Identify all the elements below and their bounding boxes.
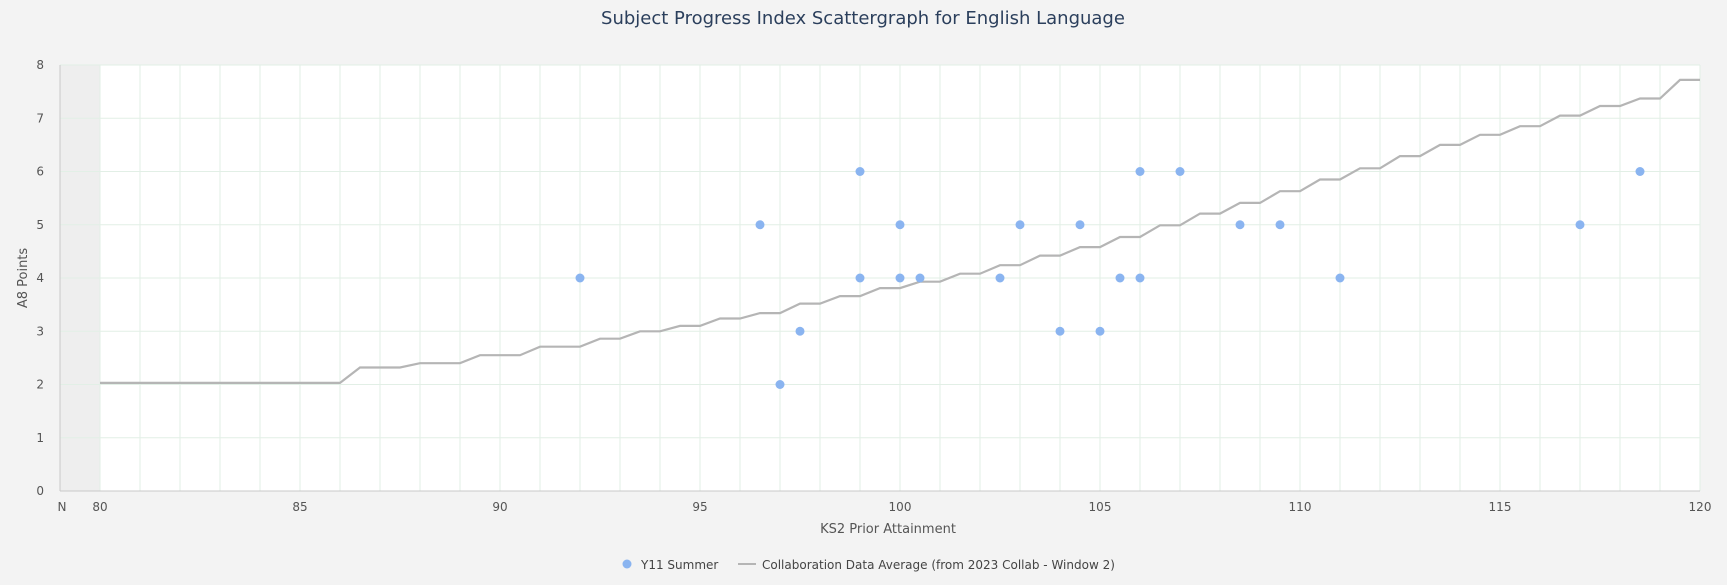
student-point[interactable] <box>1635 167 1645 176</box>
grid <box>60 64 1701 492</box>
student-point[interactable] <box>755 220 765 230</box>
x-tick-label: 105 <box>1089 500 1112 514</box>
legend: Y11 Summer Collaboration Data Average (f… <box>622 558 1115 572</box>
x-tick-label: 90 <box>492 500 507 514</box>
y-tick-label: 5 <box>36 218 44 232</box>
student-point[interactable] <box>1275 220 1285 230</box>
x-tick-label: 110 <box>1289 500 1312 514</box>
student-point[interactable] <box>795 326 805 336</box>
student-point[interactable] <box>895 273 905 283</box>
student-point[interactable] <box>1075 220 1085 230</box>
student-point[interactable] <box>855 167 865 176</box>
student-point[interactable] <box>1015 220 1025 230</box>
legend-label-collaboration-average: Collaboration Data Average (from 2023 Co… <box>762 558 1115 572</box>
y-tick-label: 8 <box>36 58 44 72</box>
student-point[interactable] <box>775 380 785 389</box>
y-tick-label: 0 <box>36 484 44 498</box>
x-tick-label: 120 <box>1689 500 1712 514</box>
student-point[interactable] <box>915 273 925 283</box>
y-axis-label: A8 Points <box>16 248 31 309</box>
x-axis-label: KS2 Prior Attainment <box>820 522 956 537</box>
chart-title: Subject Progress Index Scattergraph for … <box>601 8 1125 29</box>
student-point[interactable] <box>895 220 905 230</box>
student-point[interactable] <box>855 273 865 283</box>
student-point[interactable] <box>1175 167 1185 176</box>
student-point[interactable] <box>995 273 1005 283</box>
student-point[interactable] <box>1235 220 1245 230</box>
y-tick-label: 7 <box>36 111 44 125</box>
legend-marker-y11-summer <box>622 559 632 569</box>
student-point[interactable] <box>1335 273 1345 283</box>
student-point[interactable] <box>575 273 585 283</box>
average-line-layer <box>100 78 1700 384</box>
x-tick-label: 115 <box>1489 500 1512 514</box>
x-tick-label: 95 <box>692 500 707 514</box>
y-tick-label: 6 <box>36 165 44 179</box>
x-tick-label-category: N <box>58 500 67 514</box>
y-tick-label: 4 <box>36 271 44 285</box>
x-tick-label: 85 <box>292 500 307 514</box>
student-point[interactable] <box>1575 220 1585 230</box>
x-tick-label: 100 <box>889 500 912 514</box>
legend-item-collaboration-average[interactable]: Collaboration Data Average (from 2023 Co… <box>738 558 1115 572</box>
x-tick-label: 80 <box>92 500 107 514</box>
y-tick-label: 3 <box>36 324 44 338</box>
y-tick-label: 1 <box>36 431 44 445</box>
student-point[interactable] <box>1095 326 1105 336</box>
scatter-points-layer <box>575 167 1645 389</box>
collaboration-average-line <box>100 78 1700 384</box>
student-point[interactable] <box>1115 273 1125 283</box>
student-point[interactable] <box>1135 167 1145 176</box>
y-tick-label: 2 <box>36 378 44 392</box>
legend-item-y11-summer[interactable]: Y11 Summer <box>622 558 719 572</box>
axes: 0 1 2 3 4 5 6 7 8 N 80 85 90 95 100 105 110 115 120 <box>36 58 1711 514</box>
student-point[interactable] <box>1135 273 1145 283</box>
student-point[interactable] <box>1055 326 1065 336</box>
legend-label-y11-summer: Y11 Summer <box>640 558 718 572</box>
